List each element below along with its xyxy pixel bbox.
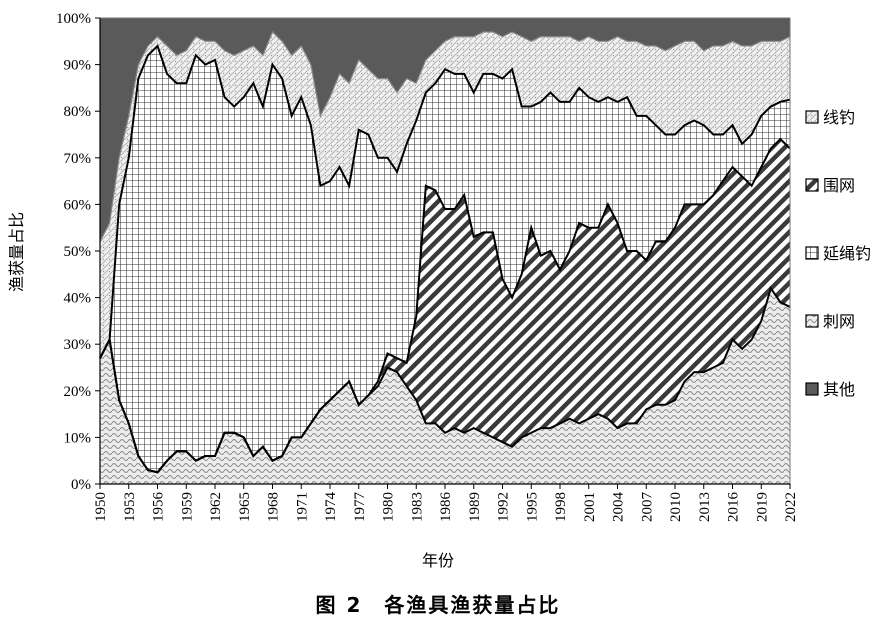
legend-swatch [805,246,819,260]
y-tick-label: 20% [64,384,92,400]
x-tick-label: 1962 [208,492,224,522]
x-tick-label: 2022 [783,492,799,522]
legend-label: 线钓 [823,108,855,127]
legend-item-purse-seine: 围网 [805,176,855,195]
x-tick-label: 1986 [438,492,454,523]
x-tick-label: 2004 [611,492,627,523]
y-tick-label: 50% [64,244,92,260]
x-axis-title: 年份 [422,551,454,570]
boundary-longline [99,44,791,359]
x-tick-label: 1995 [524,492,540,522]
area-handline [100,31,790,359]
x-tick-label: 2010 [668,492,684,522]
legend-item-other: 其他 [805,380,855,399]
area-other [100,18,790,242]
y-axis: 0% 10% 20% 30% 40% 50% 60% 70% 80% 90% 100% [56,11,101,493]
y-tick-label: 10% [64,430,92,446]
y-tick-label: 70% [64,151,92,167]
x-tick-label: 2007 [639,492,655,523]
y-tick-label: 40% [64,291,92,307]
x-axis: 1950 1953 1956 1959 1962 1965 1968 1971 1974 1977… [93,483,799,523]
legend-swatch [805,110,819,124]
y-tick-label: 90% [64,58,92,74]
x-tick-label: 1956 [151,492,167,523]
boundary-handline [99,30,791,242]
y-tick-label: 0% [71,477,91,493]
legend-label: 刺网 [823,312,855,331]
legend-item-longline: 延绳钓 [805,244,871,263]
x-tick-label: 2001 [582,492,598,522]
area-purse-seine [100,139,790,473]
x-tick-label: 1992 [496,492,512,522]
legend-swatch [805,314,819,328]
legend-item-gill-net: 刺网 [805,312,855,331]
x-tick-label: 1977 [352,492,368,523]
figure-caption: 图 2 各渔具渔获量占比 [316,593,561,617]
x-tick-label: 1953 [122,492,138,522]
x-tick-label: 2019 [754,492,770,522]
legend-swatch [805,178,819,192]
legend-label: 其他 [823,380,855,399]
y-tick-label: 100% [56,11,91,27]
x-tick-label: 1974 [323,492,339,523]
legend-label: 围网 [823,176,855,195]
x-tick-label: 1959 [179,492,195,522]
legend-item-handline: 线钓 [805,108,855,127]
x-tick-label: 1950 [93,492,109,522]
y-tick-label: 30% [64,337,92,353]
area-gill-net [100,288,790,484]
area-longline [100,45,790,473]
y-tick-label: 60% [64,197,92,213]
x-tick-label: 1998 [553,492,569,522]
x-tick-label: 1968 [266,492,282,522]
x-tick-label: 2016 [726,492,742,523]
y-tick-label: 80% [64,104,92,120]
x-tick-label: 1971 [294,492,310,522]
x-tick-label: 1983 [409,492,425,522]
y-axis-title: 渔获量占比 [7,212,26,292]
legend-label: 延绳钓 [823,244,871,263]
x-tick-label: 1989 [467,492,483,522]
legend-swatch [805,382,819,396]
x-tick-label: 1980 [381,492,397,522]
x-tick-label: 2013 [697,492,713,522]
x-tick-label: 1965 [237,492,253,522]
plot-area [99,17,791,485]
boundary-purse-seine [99,137,791,474]
